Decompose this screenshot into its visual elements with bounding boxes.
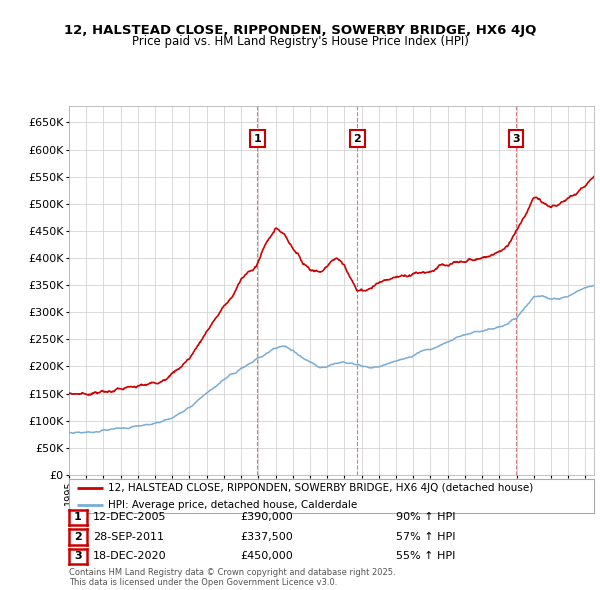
Text: 18-DEC-2020: 18-DEC-2020 xyxy=(93,552,167,561)
Text: Price paid vs. HM Land Registry's House Price Index (HPI): Price paid vs. HM Land Registry's House … xyxy=(131,35,469,48)
Text: 12-DEC-2005: 12-DEC-2005 xyxy=(93,513,167,522)
Text: HPI: Average price, detached house, Calderdale: HPI: Average price, detached house, Cald… xyxy=(109,500,358,510)
Text: 1: 1 xyxy=(74,513,82,522)
Text: 1: 1 xyxy=(254,134,262,144)
Text: Contains HM Land Registry data © Crown copyright and database right 2025.
This d: Contains HM Land Registry data © Crown c… xyxy=(69,568,395,587)
Text: 2: 2 xyxy=(353,134,361,144)
Text: 2: 2 xyxy=(74,532,82,542)
Text: 12, HALSTEAD CLOSE, RIPPONDEN, SOWERBY BRIDGE, HX6 4JQ (detached house): 12, HALSTEAD CLOSE, RIPPONDEN, SOWERBY B… xyxy=(109,483,533,493)
Text: 90% ↑ HPI: 90% ↑ HPI xyxy=(396,513,455,522)
Text: 12, HALSTEAD CLOSE, RIPPONDEN, SOWERBY BRIDGE, HX6 4JQ: 12, HALSTEAD CLOSE, RIPPONDEN, SOWERBY B… xyxy=(64,24,536,37)
Text: 57% ↑ HPI: 57% ↑ HPI xyxy=(396,532,455,542)
Text: £390,000: £390,000 xyxy=(240,513,293,522)
Text: 3: 3 xyxy=(512,134,520,144)
Text: £450,000: £450,000 xyxy=(240,552,293,561)
Text: 55% ↑ HPI: 55% ↑ HPI xyxy=(396,552,455,561)
Text: 3: 3 xyxy=(74,552,82,561)
Text: £337,500: £337,500 xyxy=(240,532,293,542)
Text: 28-SEP-2011: 28-SEP-2011 xyxy=(93,532,164,542)
